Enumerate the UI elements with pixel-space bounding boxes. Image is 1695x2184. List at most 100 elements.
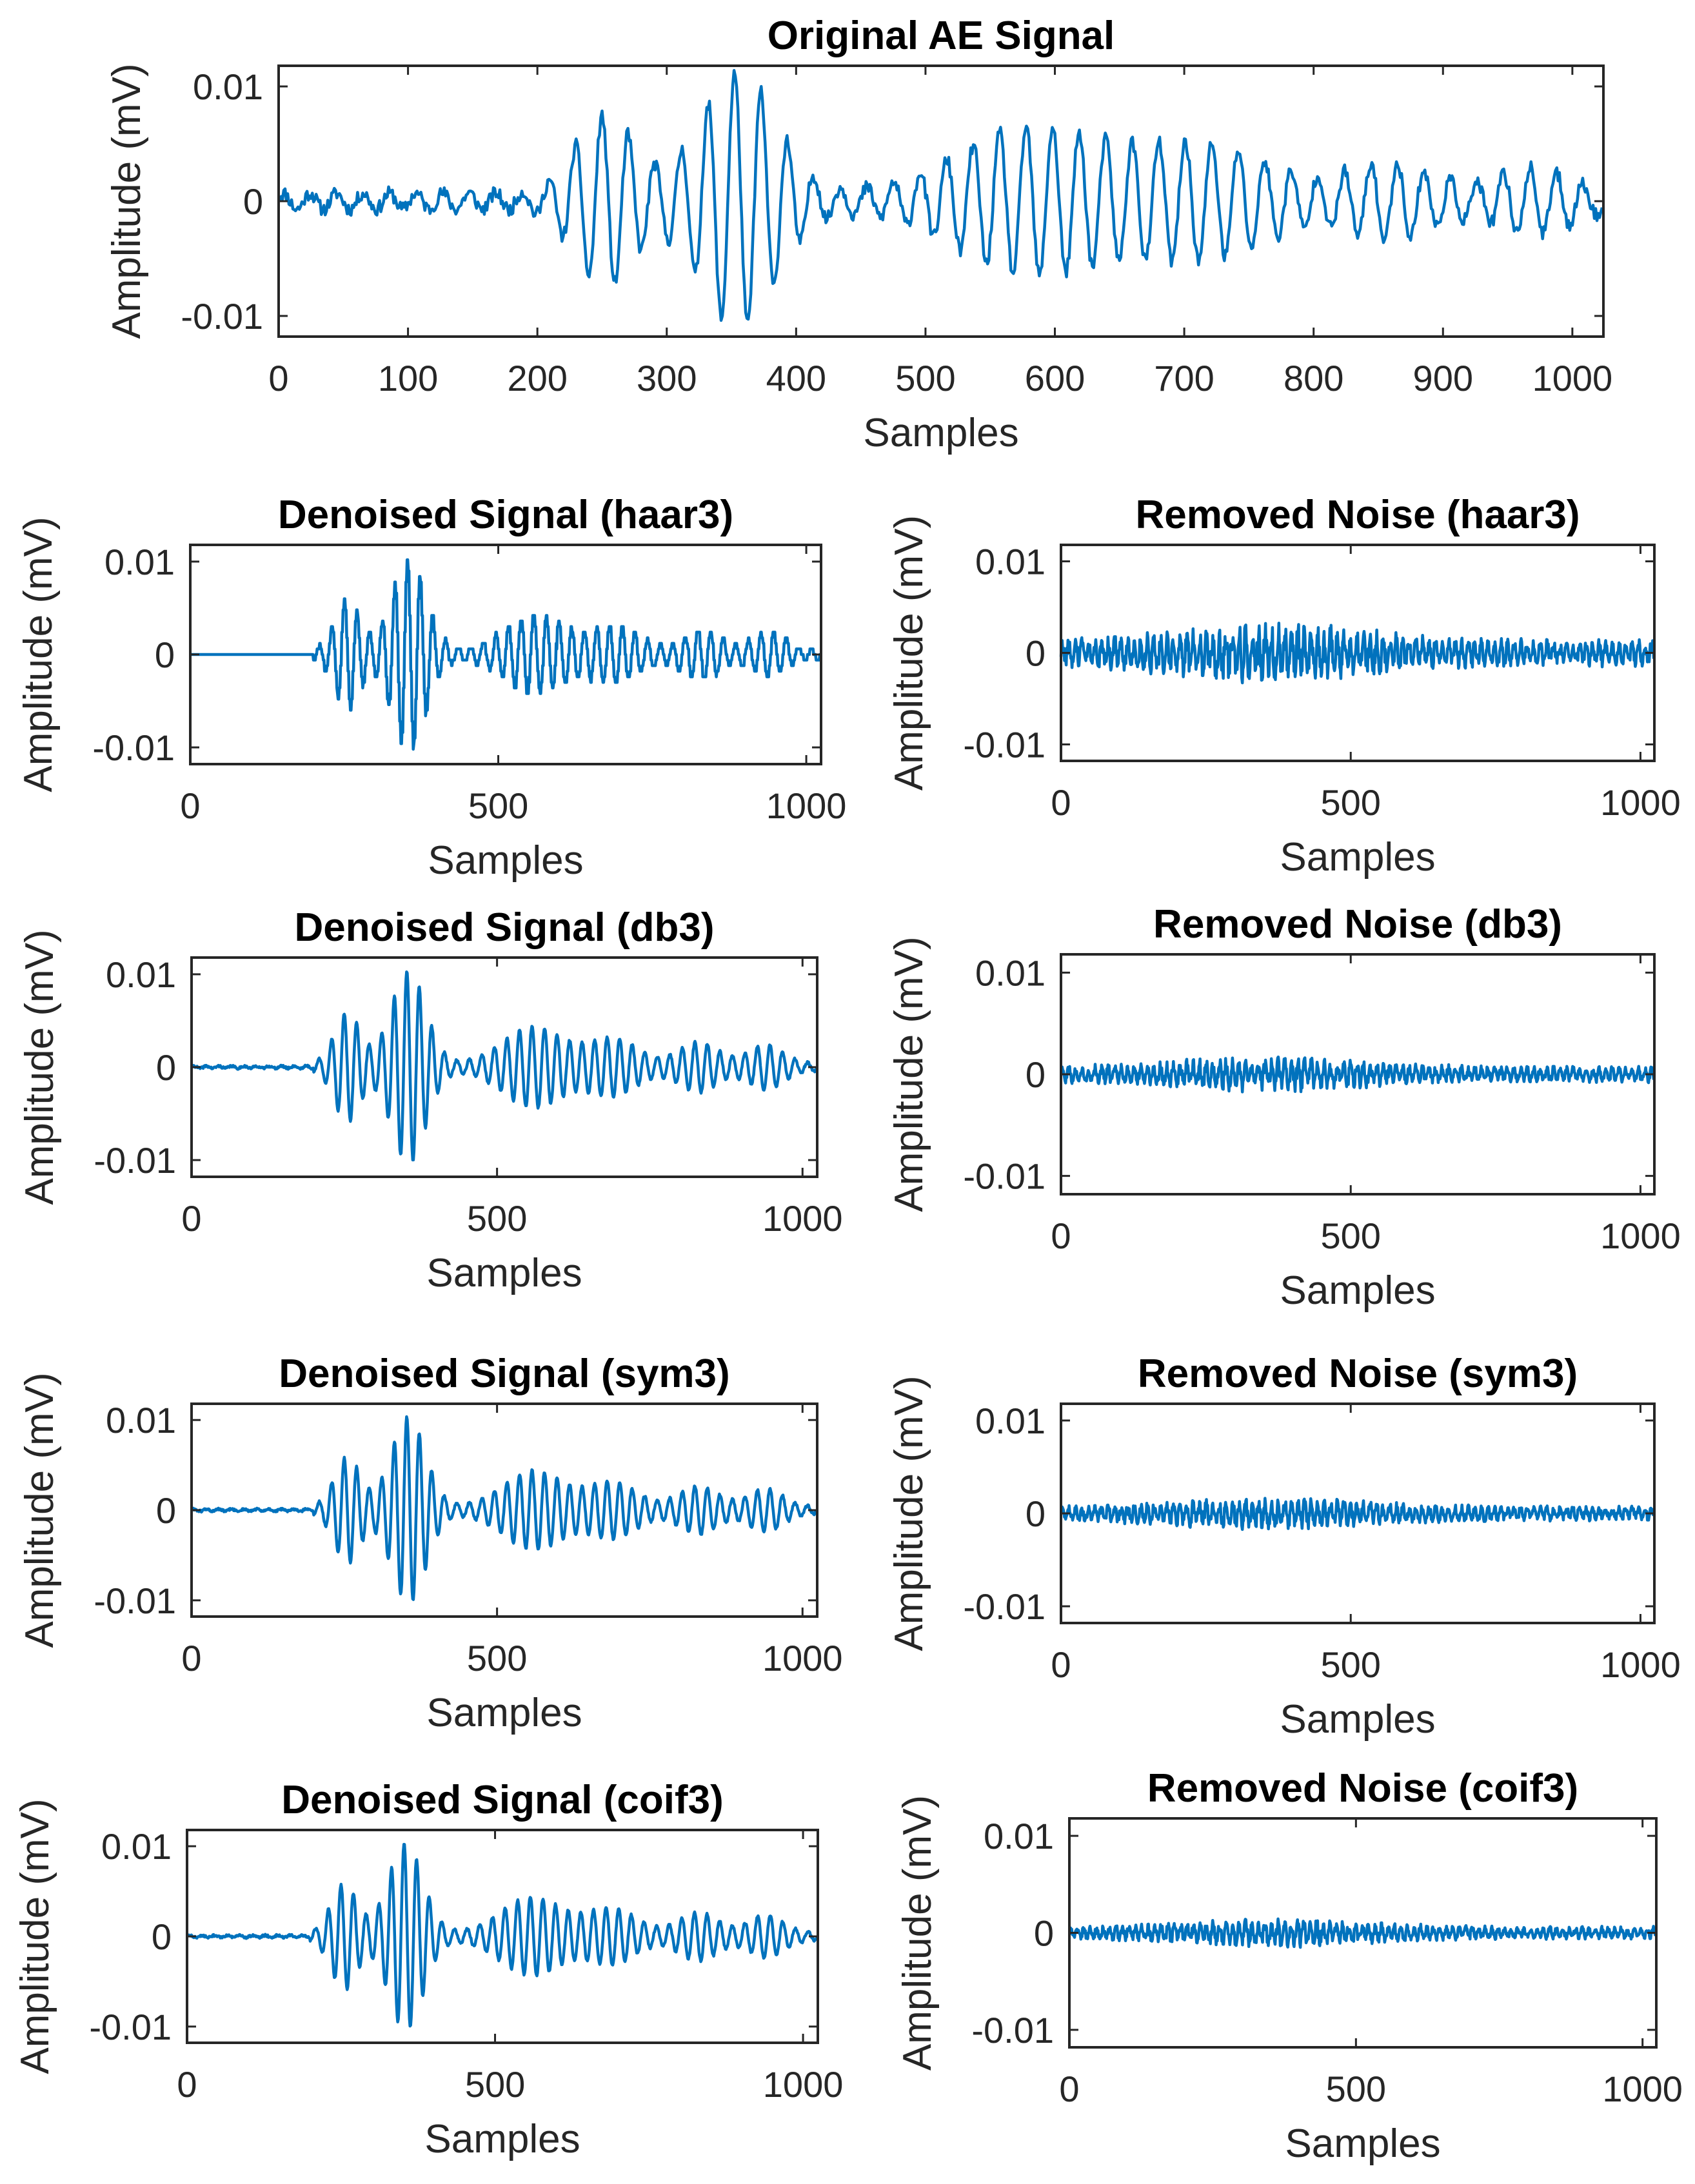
x-tick-label: 500 xyxy=(1326,2069,1386,2109)
chart-title: Removed Noise (sym3) xyxy=(1138,1352,1578,1396)
y-axis-label: Amplitude (mV) xyxy=(887,936,931,1212)
y-tick-label: -0.01 xyxy=(92,727,175,768)
y-tick-label: -0.01 xyxy=(963,724,1046,765)
x-tick-label: 300 xyxy=(637,358,697,398)
signal-line xyxy=(277,69,1604,322)
y-tick-label: -0.01 xyxy=(963,1586,1046,1627)
y-tick-label: 0.01 xyxy=(984,1816,1054,1856)
signal-line xyxy=(1060,1497,1656,1531)
y-tick-label: 0 xyxy=(1034,1913,1054,1954)
x-tick-label: 500 xyxy=(1321,1644,1381,1685)
x-tick-label: 0 xyxy=(1051,1215,1071,1256)
x-tick-label: 500 xyxy=(1321,1215,1381,1256)
x-tick-label: 1000 xyxy=(1532,358,1613,398)
panel-original: 0 100 200 300 400 500 600 700 800 900 10000.010-0.… xyxy=(104,14,1612,455)
x-tick-label: 500 xyxy=(895,358,955,398)
signal-line xyxy=(1068,1917,1657,1949)
x-tick-label: 0 xyxy=(181,1638,201,1678)
x-axis-label: Samples xyxy=(1285,2121,1440,2166)
x-tick-label: 500 xyxy=(1321,782,1381,823)
x-tick-label: 700 xyxy=(1154,358,1214,398)
y-tick-label: -0.01 xyxy=(181,296,263,337)
y-tick-label: 0 xyxy=(1026,1054,1046,1095)
x-tick-label: 500 xyxy=(467,1198,527,1239)
x-tick-label: 1000 xyxy=(762,1198,843,1239)
y-axis-label: Amplitude (mV) xyxy=(17,929,62,1205)
chart-title: Denoised Signal (sym3) xyxy=(279,1352,729,1396)
x-tick-label: 1000 xyxy=(763,2064,844,2105)
signal-line xyxy=(190,1415,818,1601)
x-tick-label: 0 xyxy=(268,358,288,398)
x-tick-label: 500 xyxy=(467,1638,527,1678)
x-tick-label: 100 xyxy=(378,358,438,398)
chart-title: Denoised Signal (db3) xyxy=(294,905,714,950)
x-tick-label: 1000 xyxy=(1600,782,1681,823)
x-tick-label: 800 xyxy=(1284,358,1343,398)
x-axis-label: Samples xyxy=(428,838,583,883)
signal-line xyxy=(189,558,822,751)
x-axis-label: Samples xyxy=(1280,835,1435,880)
y-tick-label: 0.01 xyxy=(104,542,175,582)
x-tick-label: 200 xyxy=(507,358,567,398)
y-tick-label: 0 xyxy=(156,1047,176,1088)
y-tick-label: -0.01 xyxy=(94,1580,176,1621)
chart-title: Denoised Signal (coif3) xyxy=(281,1778,724,1822)
chart-title: Removed Noise (db3) xyxy=(1153,902,1562,947)
y-tick-label: 0.01 xyxy=(101,1826,172,1867)
x-tick-label: 400 xyxy=(766,358,826,398)
x-tick-label: 1000 xyxy=(1600,1644,1681,1685)
x-tick-label: 0 xyxy=(1051,782,1071,823)
x-tick-label: 1000 xyxy=(1602,2069,1683,2109)
y-tick-label: 0 xyxy=(243,181,263,222)
x-axis-label: Samples xyxy=(426,1691,582,1735)
y-tick-label: 0.01 xyxy=(193,66,263,107)
x-axis-label: Samples xyxy=(863,411,1018,455)
x-tick-label: 0 xyxy=(1051,1644,1071,1685)
chart-title: Denoised Signal (haar3) xyxy=(278,493,733,537)
y-axis-label: Amplitude (mV) xyxy=(104,63,149,339)
x-axis-label: Samples xyxy=(1280,1268,1435,1313)
x-tick-label: 900 xyxy=(1413,358,1473,398)
signal-line xyxy=(186,1842,819,2028)
y-axis-label: Amplitude (mV) xyxy=(887,1375,931,1651)
y-tick-label: 0 xyxy=(155,635,175,675)
chart-title: Removed Noise (haar3) xyxy=(1135,493,1580,537)
y-axis-label: Amplitude (mV) xyxy=(17,1372,62,1648)
x-tick-label: 500 xyxy=(468,785,528,826)
x-tick-label: 0 xyxy=(1059,2069,1079,2109)
y-tick-label: -0.01 xyxy=(963,1156,1046,1197)
y-tick-label: 0 xyxy=(152,1916,172,1957)
y-tick-label: 0 xyxy=(1026,1493,1046,1534)
x-tick-label: 1000 xyxy=(762,1638,843,1678)
y-tick-label: -0.01 xyxy=(971,2010,1054,2051)
y-tick-label: 0.01 xyxy=(106,1400,176,1441)
x-tick-label: 1000 xyxy=(766,785,847,826)
y-axis-label: Amplitude (mV) xyxy=(16,516,61,792)
x-axis-label: Samples xyxy=(426,1251,582,1295)
x-tick-label: 600 xyxy=(1025,358,1085,398)
signal-line xyxy=(190,970,818,1162)
y-axis-label: Amplitude (mV) xyxy=(13,1798,57,2074)
y-axis-label: Amplitude (mV) xyxy=(895,1795,940,2071)
x-tick-label: 0 xyxy=(181,1198,201,1239)
chart-title: Original AE Signal xyxy=(768,14,1115,58)
y-tick-label: -0.01 xyxy=(94,1140,176,1181)
y-tick-label: 0.01 xyxy=(106,954,176,995)
y-tick-label: 0.01 xyxy=(975,952,1046,993)
x-axis-label: Samples xyxy=(1280,1697,1435,1742)
y-tick-label: 0.01 xyxy=(975,1401,1046,1441)
signal-line xyxy=(1060,1055,1656,1094)
y-tick-label: 0.01 xyxy=(975,542,1046,582)
chart-title: Removed Noise (coif3) xyxy=(1147,1766,1578,1811)
y-tick-label: -0.01 xyxy=(89,2007,172,2047)
y-tick-label: 0 xyxy=(1026,633,1046,674)
y-axis-label: Amplitude (mV) xyxy=(887,515,931,791)
